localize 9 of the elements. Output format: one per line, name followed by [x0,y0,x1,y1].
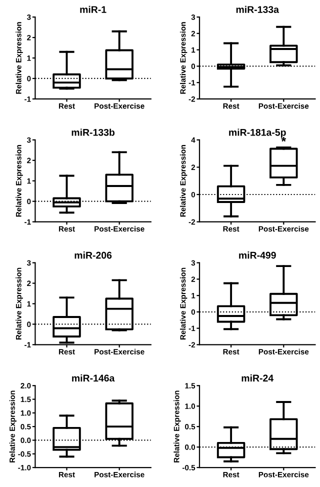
chart-title: miR-181a-5p [229,128,286,138]
chart-title: miR-1 [80,6,106,13]
chart-title: miR-24 [242,374,274,382]
chart-title: miR-499 [239,252,276,259]
chart-title: miR-133a [236,6,280,13]
annotation: * [281,136,286,142]
chart-title: miR-133b [72,128,115,136]
chart-title: miR-146a [72,374,115,382]
chart-title: miR-206 [74,252,112,259]
